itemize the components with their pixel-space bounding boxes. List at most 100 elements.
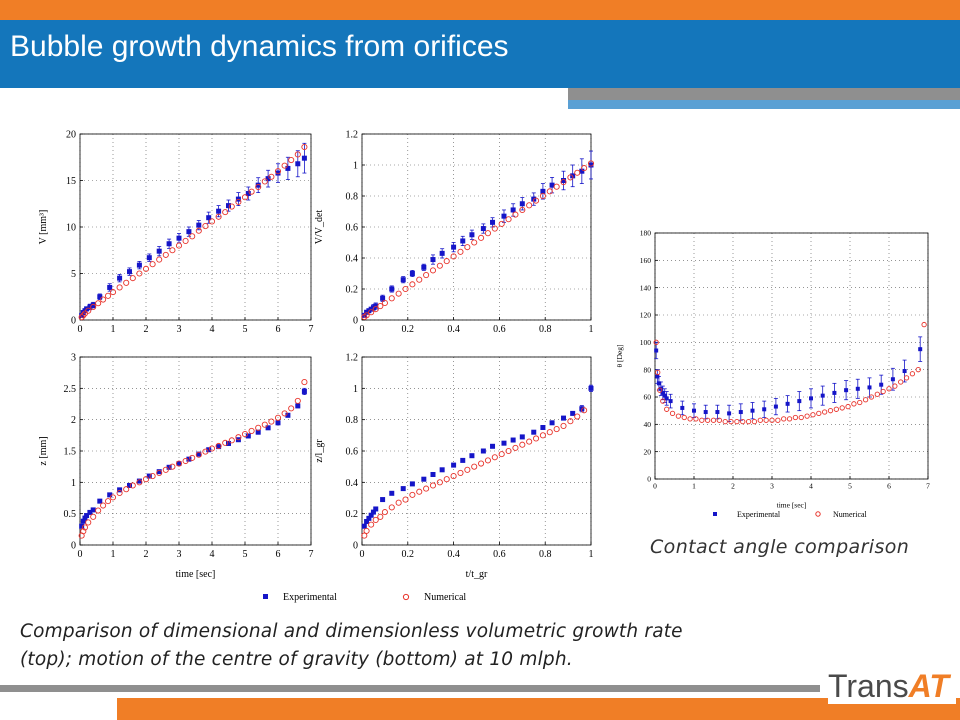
y-tick-label: 80: [644, 365, 652, 374]
chart-1: 0 1 2 3 4 5 6 7 0 5 10 15 20 V [mm³]: [38, 130, 314, 336]
data-point-numerical: [116, 489, 123, 497]
x-tick-label: 6: [276, 324, 281, 335]
y-tick-label: 10: [66, 223, 76, 234]
data-point-experimental: [738, 410, 743, 415]
side-legend-experimental-marker: [713, 512, 717, 516]
x-tick-label: 0.6: [493, 549, 506, 560]
data-point-numerical: [833, 406, 839, 412]
data-point-experimental: [265, 176, 271, 182]
data-point-numerical: [728, 418, 734, 425]
data-point-experimental: [451, 244, 457, 250]
data-point-numerical: [142, 265, 150, 272]
data-point-numerical: [301, 143, 308, 151]
data-point-numerical: [294, 151, 301, 158]
data-point-numerical: [436, 479, 443, 486]
data-point-experimental: [531, 429, 537, 435]
y-tick-label: 15: [66, 176, 76, 187]
data-point-numerical: [149, 261, 156, 268]
data-point-numerical: [388, 504, 395, 511]
data-point-experimental: [703, 410, 708, 415]
data-point-experimental: [380, 295, 386, 301]
data-point-experimental: [400, 486, 406, 492]
data-point-numerical: [202, 448, 209, 455]
data-point-experimental: [117, 487, 123, 493]
data-point-numerical: [845, 403, 851, 410]
data-point-experimental: [421, 476, 427, 482]
legend-experimental-marker: [263, 594, 268, 599]
data-point-experimental: [156, 469, 162, 475]
data-point-experimental: [216, 208, 222, 214]
data-point-experimental: [196, 222, 202, 228]
data-point-numerical: [156, 256, 163, 263]
data-point-numerical: [657, 387, 663, 393]
data-point-experimental: [692, 408, 696, 413]
data-point-numerical: [222, 439, 229, 446]
legend-numerical-label: Numerical: [424, 592, 466, 603]
data-point-numerical: [757, 417, 763, 423]
data-point-numerical: [363, 312, 370, 319]
data-point-numerical: [228, 203, 235, 210]
data-point-numerical: [429, 267, 437, 274]
data-point-numerical: [202, 223, 209, 230]
y-tick-label: 0.4: [346, 478, 359, 489]
x-tick-label: 1: [111, 324, 116, 335]
data-point-experimental: [480, 226, 486, 232]
data-point-numerical: [105, 292, 112, 299]
accent-gray-bar: [568, 88, 960, 100]
data-point-experimental: [510, 207, 516, 213]
data-point-experimental: [561, 178, 567, 183]
data-point-numerical: [268, 418, 275, 425]
data-point-numerical: [409, 281, 416, 288]
x-tick-label: 0: [78, 549, 83, 560]
data-point-experimental: [216, 444, 222, 450]
data-point-experimental: [84, 513, 90, 519]
side-legend-numerical-label: Numerical: [833, 510, 868, 519]
data-point-numerical: [281, 410, 288, 417]
data-point-numerical: [142, 476, 150, 483]
data-point-numerical: [222, 209, 229, 216]
data-point-experimental: [469, 453, 475, 459]
slide-title: Bubble growth dynamics from orifices: [10, 30, 509, 63]
data-point-experimental: [136, 262, 142, 268]
data-point-numerical: [274, 414, 282, 421]
data-point-experimental: [389, 490, 395, 496]
data-point-experimental: [918, 347, 923, 352]
y-tick-label: 0.8: [346, 192, 359, 203]
data-point-experimental: [480, 448, 486, 454]
data-point-numerical: [464, 244, 471, 251]
data-point-numerical: [498, 451, 505, 458]
x-tick-label: 0: [360, 324, 365, 335]
data-point-numerical: [880, 388, 886, 395]
data-point-numerical: [484, 457, 492, 464]
data-point-experimental: [368, 512, 374, 518]
data-point-numerical: [519, 441, 526, 448]
data-point-experimental: [370, 509, 376, 515]
data-point-experimental: [844, 388, 849, 393]
data-point-numerical: [519, 206, 526, 213]
data-point-experimental: [660, 390, 665, 395]
data-point-numerical: [587, 160, 595, 167]
side-legend: Experimental Numerical: [713, 510, 868, 519]
y-tick-label: 0.2: [346, 285, 359, 296]
data-point-numerical: [129, 275, 136, 282]
data-point-experimental: [490, 219, 496, 225]
data-point-experimental: [680, 405, 685, 410]
y-tick-label: 1: [353, 161, 358, 172]
y-tick-label: 0: [647, 475, 651, 484]
data-point-experimental: [662, 393, 667, 398]
data-point-numerical: [693, 416, 699, 422]
y-tick-label: 120: [640, 311, 652, 320]
data-point-numerical: [857, 399, 863, 406]
data-point-experimental: [373, 506, 379, 512]
y-tick-label: 160: [640, 256, 652, 265]
data-point-experimental: [421, 264, 427, 270]
data-point-experimental: [785, 401, 790, 406]
y-tick-label: 0: [353, 541, 358, 552]
data-point-numerical: [195, 451, 202, 458]
data-point-numerical: [162, 466, 169, 473]
data-point-numerical: [235, 198, 242, 205]
transat-logo: TransAT: [828, 668, 956, 704]
data-point-numerical: [182, 457, 189, 465]
x-tick-label: 6: [276, 549, 281, 560]
data-point-experimental: [400, 277, 406, 283]
